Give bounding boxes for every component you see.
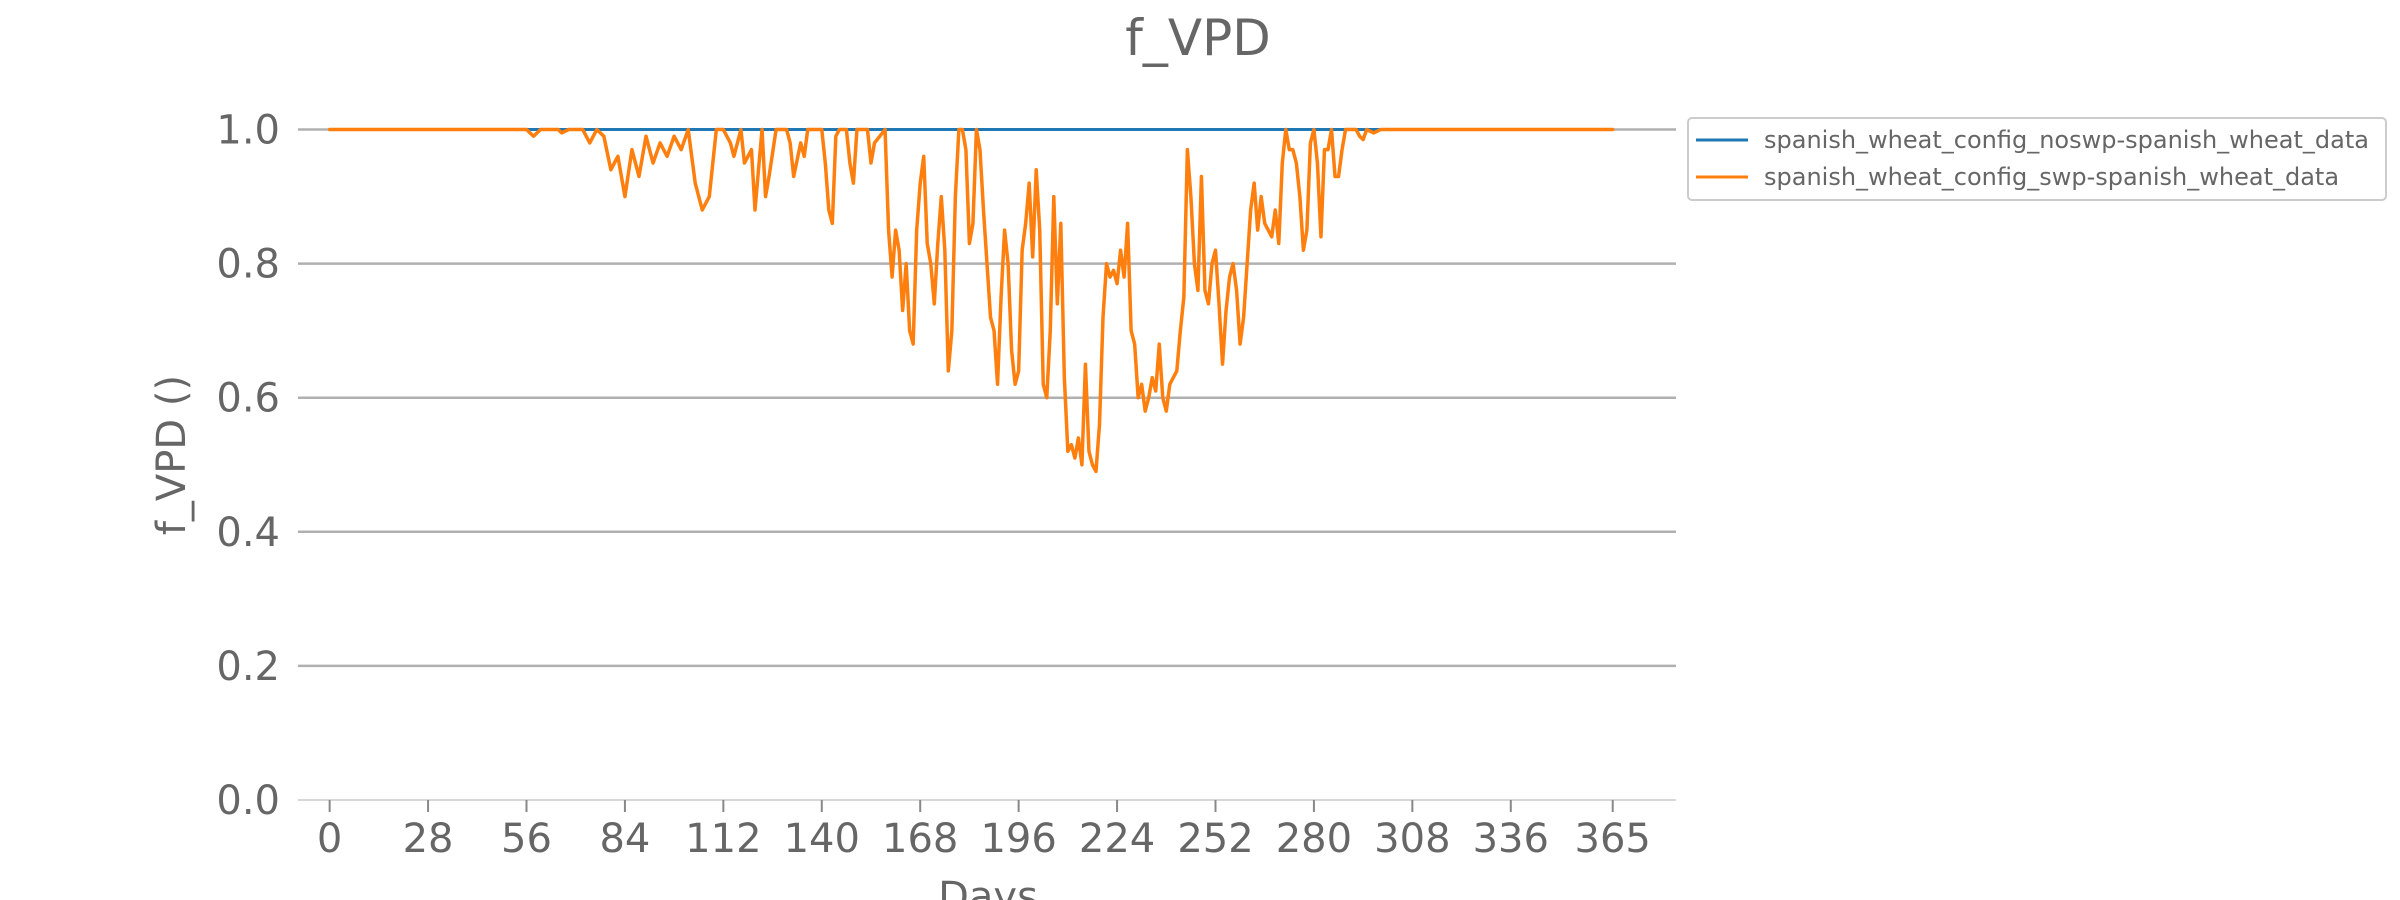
- series-line-swp: [327, 127, 1615, 474]
- y-tick-label: 0.2: [216, 644, 280, 690]
- gridlines: [298, 128, 1676, 801]
- y-axis-label: f_VPD (): [149, 375, 195, 535]
- x-tick-label: 365: [1575, 816, 1651, 862]
- x-tick-label: 308: [1374, 816, 1450, 862]
- y-tick-label: 0.8: [216, 242, 280, 288]
- x-tick-label: 252: [1177, 816, 1253, 862]
- x-axis: 0 28 56 84 112 140 168 196 224 252 280 308 336 365: [317, 800, 1651, 862]
- y-axis: 0.0 0.2 0.4 0.6 0.8 1.0: [216, 108, 280, 824]
- y-tick-label: 0.6: [216, 376, 280, 422]
- series-layer: [327, 127, 1615, 474]
- x-tick-label: 140: [784, 816, 860, 862]
- x-tick-label: 0: [317, 816, 342, 862]
- x-tick-label: 196: [980, 816, 1056, 862]
- x-tick-label: 280: [1276, 816, 1352, 862]
- x-tick-label: 84: [599, 816, 650, 862]
- x-tick-label: 28: [403, 816, 454, 862]
- y-tick-label: 0.4: [216, 510, 280, 556]
- x-tick-label: 336: [1473, 816, 1549, 862]
- x-tick-label: 224: [1079, 816, 1155, 862]
- x-tick-label: 168: [882, 816, 958, 862]
- x-axis-label: Days: [938, 874, 1038, 900]
- x-tick-label: 112: [685, 816, 761, 862]
- legend-box: [1687, 117, 2387, 201]
- chart-title: f_VPD: [1125, 9, 1270, 67]
- x-tick-label: 56: [501, 816, 552, 862]
- legend: spanish_wheat_config_noswp-spanish_wheat…: [1687, 117, 2387, 201]
- y-tick-label: 1.0: [216, 108, 280, 154]
- legend-label-noswp: spanish_wheat_config_noswp-spanish_wheat…: [1764, 126, 2369, 154]
- legend-label-swp: spanish_wheat_config_swp-spanish_wheat_d…: [1764, 163, 2339, 191]
- y-tick-label: 0.0: [216, 778, 280, 824]
